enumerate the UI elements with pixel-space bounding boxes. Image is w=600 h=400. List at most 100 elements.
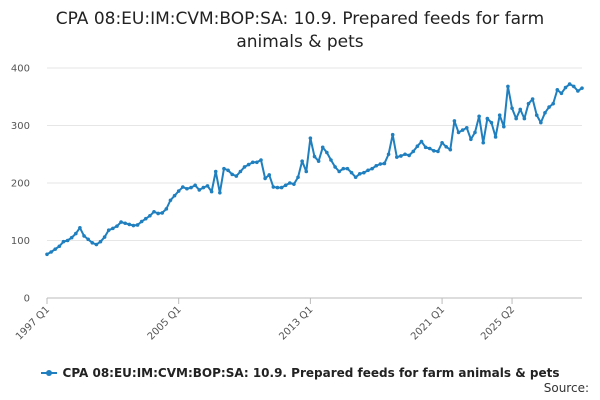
data-point[interactable]: [172, 193, 177, 198]
data-point[interactable]: [452, 119, 457, 123]
data-point[interactable]: [160, 211, 165, 215]
data-point[interactable]: [49, 250, 53, 254]
data-point[interactable]: [555, 88, 560, 92]
data-point[interactable]: [86, 237, 90, 242]
data-point[interactable]: [390, 132, 395, 137]
data-point[interactable]: [308, 136, 313, 140]
data-point[interactable]: [131, 223, 136, 228]
data-point[interactable]: [374, 163, 379, 168]
data-point[interactable]: [69, 235, 74, 240]
data-point[interactable]: [563, 85, 568, 90]
data-point[interactable]: [386, 152, 391, 157]
data-point[interactable]: [82, 234, 86, 238]
data-point[interactable]: [296, 175, 300, 180]
data-point[interactable]: [366, 168, 370, 173]
data-point[interactable]: [411, 149, 416, 154]
data-point[interactable]: [539, 120, 543, 125]
data-point[interactable]: [164, 207, 169, 211]
data-point[interactable]: [57, 244, 62, 249]
data-point[interactable]: [551, 101, 555, 106]
data-point[interactable]: [382, 161, 387, 166]
data-point[interactable]: [78, 226, 82, 230]
data-point[interactable]: [436, 149, 440, 154]
data-point[interactable]: [547, 105, 551, 109]
data-point[interactable]: [419, 139, 424, 144]
data-point[interactable]: [333, 165, 337, 169]
data-point[interactable]: [353, 175, 358, 180]
data-point[interactable]: [304, 169, 309, 174]
data-point[interactable]: [201, 185, 206, 190]
data-point[interactable]: [143, 216, 148, 221]
data-point[interactable]: [506, 84, 510, 89]
data-point[interactable]: [320, 145, 325, 150]
data-point[interactable]: [234, 174, 239, 178]
data-point[interactable]: [460, 128, 465, 132]
data-point[interactable]: [337, 169, 341, 174]
data-point[interactable]: [189, 185, 193, 190]
data-point[interactable]: [378, 162, 383, 166]
data-point[interactable]: [325, 150, 329, 155]
data-point[interactable]: [362, 170, 366, 175]
data-point[interactable]: [370, 166, 374, 171]
data-point[interactable]: [209, 189, 214, 194]
data-point[interactable]: [456, 130, 461, 135]
data-point[interactable]: [230, 172, 234, 177]
data-point[interactable]: [246, 162, 251, 167]
data-point[interactable]: [94, 242, 99, 247]
data-point[interactable]: [316, 159, 321, 163]
data-point[interactable]: [176, 189, 181, 193]
data-point[interactable]: [567, 82, 572, 86]
data-point[interactable]: [415, 144, 420, 148]
data-point[interactable]: [193, 183, 197, 188]
data-point[interactable]: [526, 101, 531, 106]
data-point[interactable]: [576, 89, 580, 93]
data-point[interactable]: [489, 120, 494, 125]
data-point[interactable]: [427, 146, 432, 151]
data-point[interactable]: [395, 155, 399, 159]
data-point[interactable]: [403, 152, 407, 157]
data-point[interactable]: [349, 170, 354, 175]
data-point[interactable]: [477, 114, 481, 119]
data-point[interactable]: [106, 228, 111, 232]
data-point[interactable]: [213, 169, 218, 174]
data-point[interactable]: [518, 107, 523, 112]
data-point[interactable]: [102, 235, 107, 239]
data-point[interactable]: [168, 198, 173, 203]
data-point[interactable]: [65, 238, 70, 243]
data-point[interactable]: [197, 188, 202, 192]
data-point[interactable]: [300, 159, 304, 163]
data-point[interactable]: [279, 185, 284, 190]
data-point[interactable]: [485, 116, 490, 121]
data-point[interactable]: [255, 160, 259, 165]
legend[interactable]: CPA 08:EU:IM:CVM:BOP:SA: 10.9. Prepared …: [0, 363, 600, 380]
data-point[interactable]: [90, 241, 95, 245]
data-point[interactable]: [98, 239, 103, 244]
data-point[interactable]: [502, 124, 506, 129]
data-point[interactable]: [329, 158, 333, 162]
data-point[interactable]: [238, 169, 243, 174]
data-point[interactable]: [263, 176, 267, 181]
data-point[interactable]: [448, 147, 453, 152]
data-point[interactable]: [464, 126, 469, 130]
data-point[interactable]: [222, 166, 226, 171]
data-point[interactable]: [74, 231, 78, 236]
data-point[interactable]: [469, 137, 473, 142]
data-point[interactable]: [181, 185, 185, 189]
data-point[interactable]: [444, 144, 448, 149]
data-point[interactable]: [135, 223, 140, 227]
data-point[interactable]: [514, 116, 518, 121]
data-point[interactable]: [481, 140, 486, 145]
data-point[interactable]: [341, 166, 346, 171]
data-point[interactable]: [226, 168, 230, 173]
data-point[interactable]: [493, 135, 498, 139]
data-point[interactable]: [559, 91, 564, 96]
data-point[interactable]: [432, 149, 436, 153]
data-point[interactable]: [571, 84, 576, 89]
data-point[interactable]: [534, 113, 539, 117]
data-point[interactable]: [357, 172, 362, 176]
data-point[interactable]: [497, 113, 502, 117]
data-point[interactable]: [139, 219, 144, 224]
data-point[interactable]: [543, 111, 547, 115]
data-point[interactable]: [259, 158, 263, 162]
data-point[interactable]: [288, 181, 292, 185]
